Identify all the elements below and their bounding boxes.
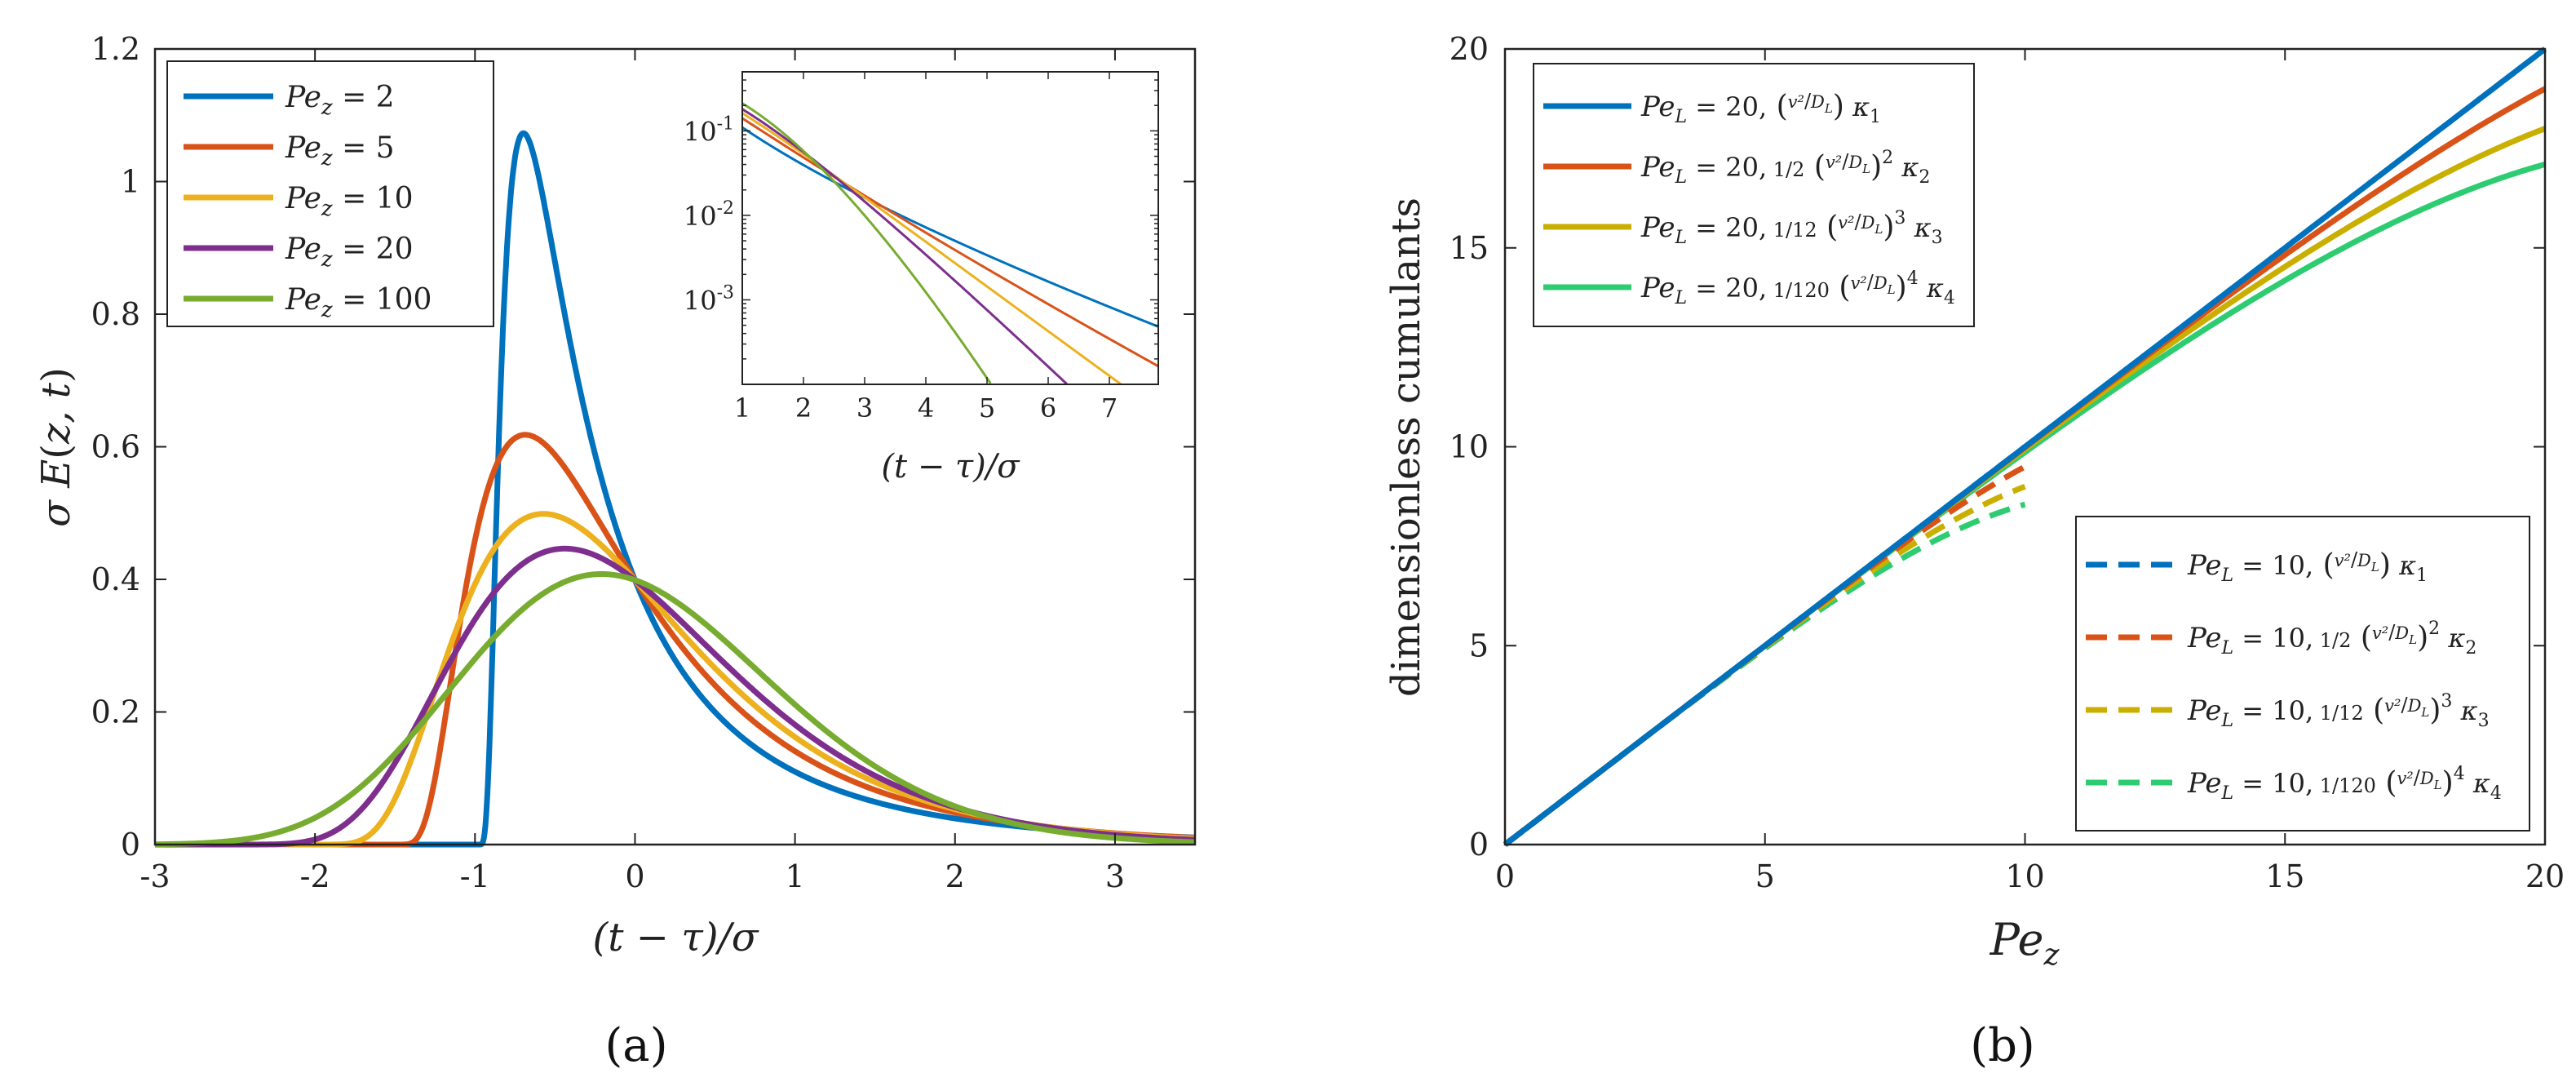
inset-series-line: [741, 112, 1122, 385]
panel-b-y-tick-label: 5: [1469, 628, 1489, 663]
panel-b-y-tick-label: 0: [1469, 827, 1489, 863]
inset-series-line: [741, 108, 1068, 385]
panel-a-legend: Pez = 2 Pez = 5 Pez = 10 Pez = 20 Pez = 100: [166, 60, 494, 327]
inset-curves: [741, 102, 1159, 385]
panel-b-legend-entry: PeL = 20, (v²/DL) κ1: [1640, 90, 1881, 127]
panel-a-legend-entry: Pez = 10: [285, 182, 413, 221]
panel-a-legend-entry: Pez = 5: [285, 131, 395, 171]
panel-a-y-tick-label: 1.2: [91, 31, 140, 67]
panel-a-x-tick-label: 0: [625, 858, 644, 894]
panel-b-y-tick-label: 15: [1450, 230, 1489, 266]
inset-series-line: [741, 102, 992, 384]
panel-a-x-tick-label: -1: [460, 858, 490, 894]
panel-b-x-axis-label: Pez: [1990, 914, 2060, 972]
panel-b-x-tick-label: 5: [1755, 858, 1775, 894]
panel-a-y-tick-label: 0.2: [91, 694, 140, 730]
panel-a-series-line: [153, 571, 1197, 848]
inset-series-line: [741, 126, 1159, 328]
panel-a-y-tick-label: 0: [121, 827, 140, 863]
panel-b-legend-entry: PeL = 20, 1/120 (v²/DL)4 κ4: [1640, 268, 1955, 308]
panel-b-y-tick-label: 20: [1450, 31, 1489, 67]
panel-a-x-tick-label: -2: [300, 858, 330, 894]
panel-b-legend-entry: PeL = 10, 1/120 (v²/DL)4 κ4: [2187, 764, 2502, 804]
panel-a-label: (a): [604, 1019, 667, 1072]
panel-a-x-tick-label: -3: [139, 858, 170, 894]
panel-a-x-tick-label: 3: [1105, 858, 1125, 894]
inset-y-tick-label: 10-1: [684, 113, 734, 147]
panel-a-x-tick-label: 2: [945, 858, 965, 894]
panel-a-y-tick-label: 0.4: [91, 561, 140, 597]
panel-b-curves: [1503, 47, 2547, 847]
panel-b-legend-entry: PeL = 10, (v²/DL) κ1: [2187, 548, 2428, 586]
panel-b-series-line: [1503, 444, 2027, 847]
inset-x-tick-label: 2: [795, 392, 812, 424]
panel-a-legend-entry: Pez = 2: [285, 81, 395, 120]
inset-x-tick-label: 3: [856, 392, 873, 424]
inset-x-axis-label: (t − τ)/σ: [881, 448, 1020, 486]
inset-y-tick-label: 10-3: [684, 282, 734, 316]
inset-x-tick-label: 1: [734, 392, 750, 424]
inset-x-tick-label: 6: [1040, 392, 1056, 424]
panel-b-y-axis-label: dimensionless cumulants: [1383, 197, 1429, 697]
panel-b-label: (b): [1970, 1019, 2035, 1072]
panel-a-y-tick-label: 1: [121, 164, 140, 200]
panel-b-x-tick-label: 20: [2525, 858, 2565, 894]
panel-b-x-tick-label: 0: [1495, 858, 1515, 894]
panel-b-legend-entry: PeL = 20, 1/12 (v²/DL)3 κ3: [1640, 208, 1943, 248]
panel-a-x-tick-label: 1: [786, 858, 805, 894]
panel-b-chart: 0 5 10 15 20 0 5 10 15 20 dimensionless cumulants…: [1383, 31, 2565, 1072]
panel-b-legend-dashed: PeL = 10, (v²/DL) κ1 PeL = 10, 1/2 (v²/DL…: [2075, 516, 2530, 832]
inset-y-tick-label: 10-2: [684, 198, 734, 232]
panel-a-y-axis-label: σ E(z, t): [33, 367, 79, 527]
panel-b-legend-solid: PeL = 20, (v²/DL) κ1 PeL = 20, 1/2 (v²/DL…: [1533, 63, 1975, 327]
panel-a-legend-entry: Pez = 20: [285, 233, 413, 272]
inset-x-tick-label: 4: [918, 392, 934, 424]
panel-a-inset-chart: 1 2 3 4 5 6 7 10-3 10-2 10-1 (t − τ)/σ: [684, 71, 1159, 486]
panel-a-y-tick-label: 0.8: [91, 296, 140, 332]
panel-b-legend-entry: PeL = 10, 1/2 (v²/DL)2 κ2: [2187, 619, 2476, 659]
panel-a-x-axis-label: (t − τ)/σ: [593, 915, 759, 960]
panel-b-legend-entry: PeL = 20, 1/2 (v²/DL)2 κ2: [1640, 148, 1930, 188]
panel-a-legend-entry: Pez = 100: [285, 283, 432, 322]
panel-a-chart: -3 -2 -1 0 1 2 3 0 0.2 0.4 0.6 0.8 1 1.2 σ E(z, t) (t…: [33, 31, 1197, 1072]
inset-x-tick-label: 5: [979, 392, 995, 424]
panel-b-y-tick-label: 10: [1450, 429, 1489, 465]
inset-x-tick-label: 7: [1101, 392, 1118, 424]
panel-b-x-tick-label: 10: [2005, 858, 2044, 894]
panel-b-x-tick-label: 15: [2265, 858, 2304, 894]
panel-b-legend-entry: PeL = 10, 1/12 (v²/DL)3 κ3: [2187, 691, 2490, 731]
panel-a-y-tick-label: 0.6: [91, 429, 140, 465]
inset-series-line: [741, 117, 1159, 368]
